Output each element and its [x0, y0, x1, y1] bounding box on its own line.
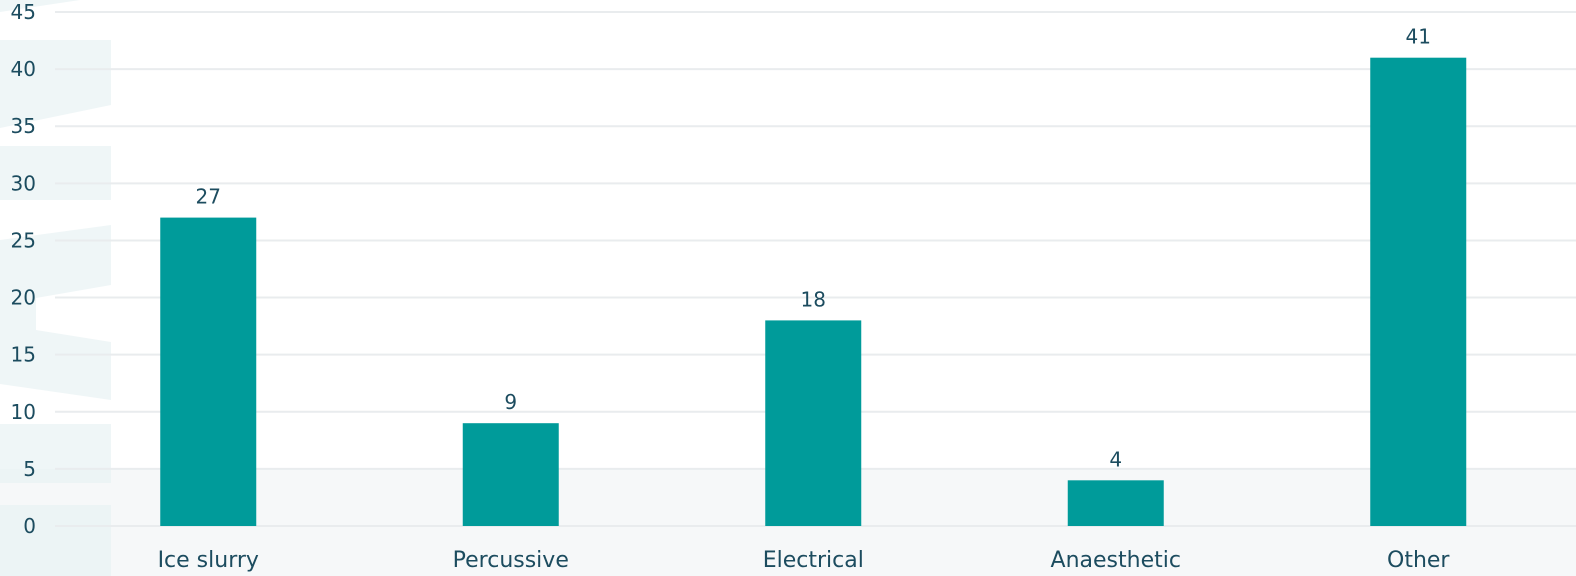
- x-category-label: Other: [1387, 548, 1450, 573]
- watermark-shape: [0, 146, 111, 200]
- watermark-shape: [0, 0, 80, 12]
- bar: [160, 217, 257, 526]
- watermark-shape: [0, 225, 111, 400]
- x-category-label: Electrical: [763, 548, 864, 573]
- bar: [1370, 57, 1467, 526]
- x-axis-labels: Ice slurry Percussive Electrical Anaestheti…: [158, 548, 1451, 573]
- y-tick-label: 15: [11, 343, 36, 367]
- y-tick-label: 40: [11, 57, 36, 81]
- x-category-label: Ice slurry: [158, 548, 259, 573]
- y-tick-label: 30: [11, 171, 36, 195]
- value-labels: 27 9 18 4 41: [196, 25, 1431, 472]
- bar-value-label: 18: [801, 287, 826, 311]
- x-category-label: Percussive: [453, 548, 569, 573]
- y-tick-label: 0: [23, 514, 36, 538]
- y-tick-label: 5: [23, 457, 36, 481]
- x-category-label: Anaesthetic: [1051, 548, 1181, 573]
- watermark-shape: [0, 505, 111, 576]
- watermark-shape: [0, 424, 111, 483]
- bar-value-label: 4: [1109, 447, 1122, 471]
- y-tick-label: 25: [11, 228, 36, 252]
- bars: [160, 57, 1467, 526]
- y-tick-label: 35: [11, 114, 36, 138]
- y-tick-label: 20: [11, 286, 36, 310]
- bar: [765, 320, 862, 526]
- bar: [462, 423, 559, 526]
- bar-value-label: 41: [1406, 25, 1431, 49]
- bar-value-label: 9: [504, 390, 517, 414]
- y-tick-label: 10: [11, 400, 36, 424]
- y-axis-ticks: 0 5 10 15 20 25 30 35 40 45: [11, 0, 36, 538]
- y-tick-label: 45: [11, 0, 36, 24]
- bar: [1067, 480, 1164, 526]
- watermark-shape: [0, 40, 111, 128]
- bar-value-label: 27: [196, 185, 221, 209]
